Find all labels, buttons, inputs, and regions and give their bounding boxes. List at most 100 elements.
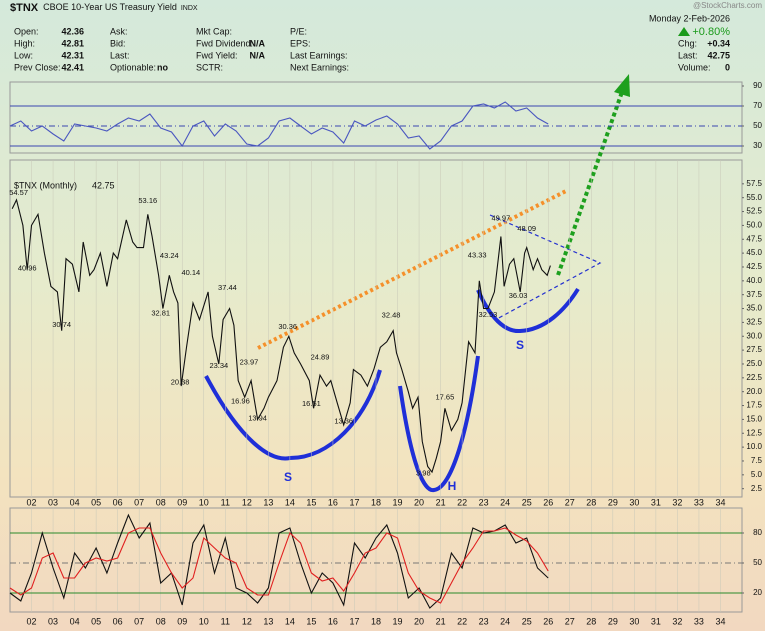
- price-label: 32.81: [151, 309, 170, 318]
- right-shoulder-arc: [476, 287, 580, 334]
- x-tick-label: 28: [586, 497, 596, 507]
- x-tick-label: 13: [263, 497, 273, 507]
- price-label: 30.36: [278, 322, 297, 331]
- price-label: 36.03: [509, 291, 528, 300]
- x-tick-label: 08: [156, 616, 166, 626]
- x-tick-label: 27: [565, 616, 575, 626]
- date: Monday 2-Feb-2026: [649, 13, 730, 23]
- field-value: N/A: [250, 38, 266, 48]
- price-label: 13.94: [248, 413, 267, 422]
- x-tick-label: 16: [328, 616, 338, 626]
- x-tick-label: 06: [113, 616, 123, 626]
- y-tick-label: 7.5: [751, 456, 763, 465]
- field-label: Fwd Yield:: [196, 50, 238, 60]
- field-label: Optionable:: [110, 62, 156, 72]
- y-tick-label: 20: [753, 588, 762, 597]
- exchange: INDX: [181, 5, 198, 12]
- y-tick-label: 32.5: [746, 318, 762, 327]
- price-label: 24.89: [311, 353, 330, 362]
- field-label: Bid:: [110, 38, 126, 48]
- x-tick-label: 17: [349, 497, 359, 507]
- series-line: [11, 198, 551, 474]
- y-tick-label: 42.5: [746, 262, 762, 271]
- x-tick-label: 20: [414, 616, 424, 626]
- x-tick-label: 25: [522, 497, 532, 507]
- series-line: [9, 101, 549, 150]
- field-label: Volume:: [678, 62, 711, 72]
- x-tick-label: 20: [414, 497, 424, 507]
- field-value: 0: [725, 62, 730, 72]
- x-tick-label: 05: [91, 616, 101, 626]
- y-tick-label: 50: [753, 121, 762, 130]
- x-tick-label: 22: [457, 616, 467, 626]
- triangle: [489, 214, 602, 321]
- y-tick-label: 70: [753, 101, 762, 110]
- x-tick-label: 02: [27, 616, 37, 626]
- x-tick-label: 33: [694, 497, 704, 507]
- y-tick-label: 50.0: [746, 221, 762, 230]
- price-label: 54.57: [9, 188, 28, 197]
- x-tick-label: 10: [199, 616, 209, 626]
- field-label: Next Earnings:: [290, 62, 349, 72]
- y-tick-label: 25.0: [746, 359, 762, 368]
- legend-value: 42.75: [92, 180, 115, 190]
- x-tick-label: 15: [306, 497, 316, 507]
- x-tick-label: 05: [91, 497, 101, 507]
- x-tick-label: 11: [221, 616, 230, 626]
- price-label: 48.09: [517, 224, 536, 233]
- x-tick-label: 31: [651, 497, 661, 507]
- price-label: 3.98: [416, 468, 431, 477]
- y-tick-label: 55.0: [746, 193, 762, 202]
- legend: $TNX (Monthly): [14, 180, 77, 190]
- series-line: [9, 513, 549, 609]
- x-tick-label: 15: [306, 616, 316, 626]
- x-tick-label: 10: [199, 497, 209, 507]
- field-value: 42.75: [707, 50, 730, 60]
- price-label: 16.51: [302, 399, 321, 408]
- y-tick-label: 17.5: [746, 401, 762, 410]
- y-tick-label: 22.5: [746, 373, 762, 382]
- y-tick-label: 90: [753, 81, 762, 90]
- pattern-label: S: [516, 338, 524, 352]
- y-tick-label: 30.0: [746, 331, 762, 340]
- x-tick-label: 09: [177, 497, 187, 507]
- x-tick-label: 04: [70, 616, 80, 626]
- x-tick-label: 24: [500, 497, 510, 507]
- x-tick-label: 33: [694, 616, 704, 626]
- field-value: 42.41: [61, 62, 84, 72]
- field-label: P/E:: [290, 26, 307, 36]
- x-tick-label: 24: [500, 616, 510, 626]
- field-label: SCTR:: [196, 62, 223, 72]
- field-label: Last:: [678, 50, 698, 60]
- field-value: 42.81: [61, 38, 84, 48]
- field-label: Open:: [14, 26, 39, 36]
- price-label: 20.38: [171, 378, 190, 387]
- x-tick-label: 23: [479, 497, 489, 507]
- y-tick-label: 27.5: [746, 345, 762, 354]
- y-tick-label: 35.0: [746, 304, 762, 313]
- x-tick-label: 27: [565, 497, 575, 507]
- field-value: no: [157, 62, 168, 72]
- change-pct: +0.80%: [692, 26, 730, 38]
- x-tick-label: 21: [436, 497, 446, 507]
- series-line: [9, 527, 549, 604]
- security-name: CBOE 10-Year US Treasury Yield: [43, 2, 177, 12]
- price-label: 53.16: [138, 196, 157, 205]
- x-tick-label: 29: [608, 497, 618, 507]
- x-tick-label: 07: [134, 616, 144, 626]
- field-label: Last Earnings:: [290, 50, 348, 60]
- price-label: 40.14: [181, 268, 200, 277]
- field-value: N/A: [250, 50, 266, 60]
- field-label: Chg:: [678, 38, 697, 48]
- x-tick-label: 02: [27, 497, 37, 507]
- price-label: 49.97: [491, 214, 510, 223]
- y-tick-label: 20.0: [746, 387, 762, 396]
- x-tick-label: 29: [608, 616, 618, 626]
- x-tick-label: 06: [113, 497, 123, 507]
- y-tick-label: 80: [753, 528, 762, 537]
- y-tick-label: 5.0: [751, 470, 763, 479]
- projection-arrow: [556, 91, 624, 276]
- field-label: Low:: [14, 50, 33, 60]
- field-value: 42.31: [61, 50, 84, 60]
